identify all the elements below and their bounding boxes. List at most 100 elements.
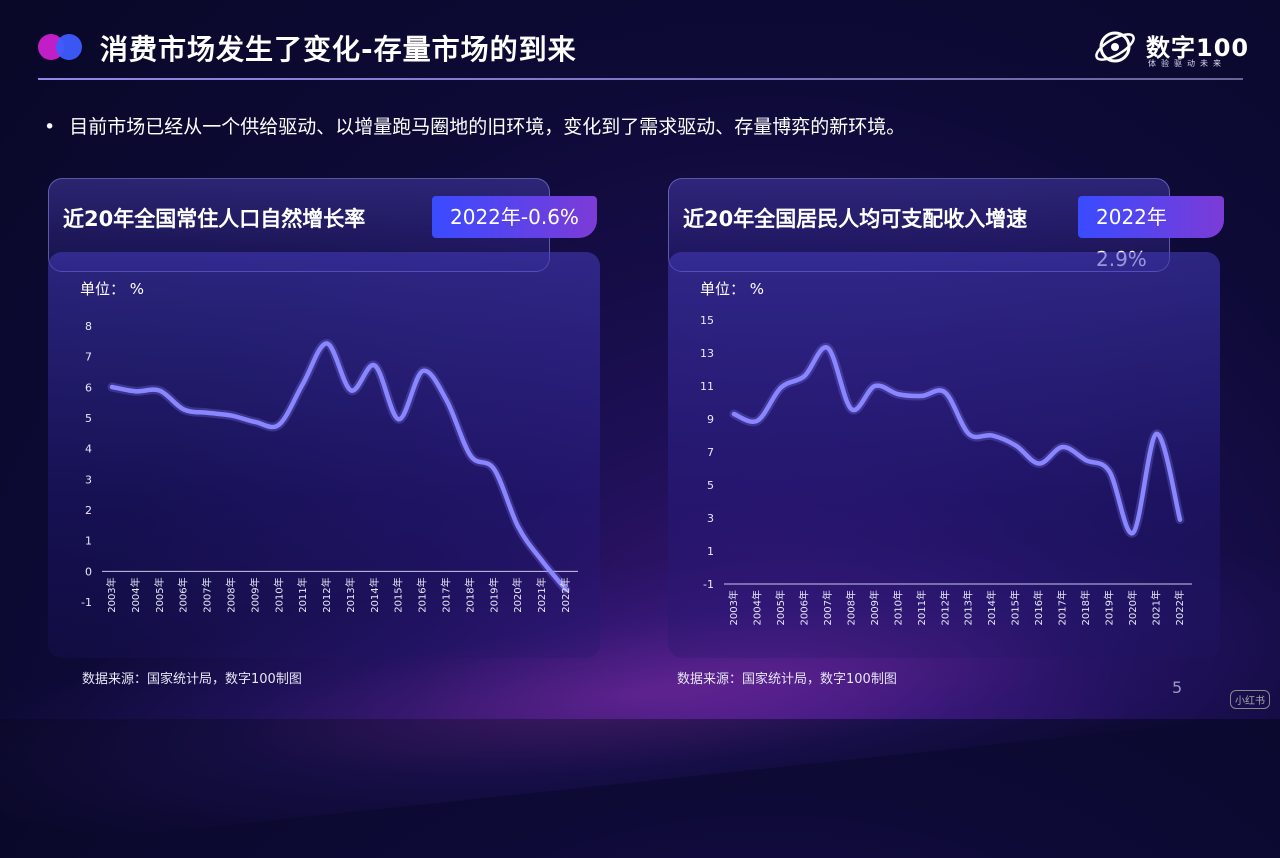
data-point [826,346,830,350]
data-point [492,468,496,472]
data-point [445,398,449,402]
x-tick-label: 2021年 [1150,590,1163,625]
y-tick-label: 6 [85,381,92,394]
y-tick-label: 7 [85,351,92,364]
logo-dots-icon [38,34,84,60]
x-tick-label: 2003年 [105,577,118,612]
x-tick-label: 2017年 [440,577,453,612]
series-line [731,345,1183,536]
y-tick-label: 8 [85,320,92,333]
y-tick-label: 13 [700,347,714,360]
x-tick-label: 2007年 [201,577,214,612]
data-point [468,453,472,457]
highlight-badge: 2022年-0.6% [432,196,597,238]
data-point [397,417,401,421]
data-point [516,525,520,529]
x-tick-label: 2005年 [774,590,787,625]
data-point [301,381,305,385]
series-line [109,341,569,592]
x-tick-label: 2006年 [177,577,190,612]
data-point [277,422,281,426]
unit-label: 单位： % [80,280,145,298]
data-source-right: 数据来源：国家统计局，数字100制图 [677,672,897,687]
data-point [967,432,971,436]
y-tick-label: 2 [85,504,92,517]
data-point [1131,531,1135,535]
y-tick-label: -1 [703,578,714,591]
x-tick-label: 2012年 [320,577,333,612]
x-tick-label: 2007年 [821,590,834,625]
data-point [182,407,186,411]
chart-title: 近20年全国居民人均可支配收入增速 [683,207,1028,231]
data-point [134,389,138,393]
brand-tagline: 体验驱动未来 [1148,59,1226,68]
y-tick-label: 7 [707,446,714,459]
x-tick-label: 2022年 [559,577,572,612]
data-point [755,419,759,423]
y-tick-label: 1 [85,535,92,548]
data-point [802,374,806,378]
data-point [373,364,377,368]
data-point [1014,443,1018,447]
y-tick-label: 4 [85,443,92,456]
x-tick-label: 2015年 [392,577,405,612]
x-tick-label: 2016年 [1032,590,1045,625]
x-tick-label: 2017年 [1056,590,1069,625]
header: 消费市场发生了变化-存量市场的到来 数字100 体验驱动未来 [0,0,1280,80]
data-point [920,394,924,398]
x-tick-label: 2008年 [224,577,237,612]
header-divider [38,78,1243,80]
watermark: 小红书 [1230,690,1270,709]
population-chart-panel: 近20年全国常住人口自然增长率 2022年-0.6% 单位： % -1 0 1 2 3 4… [48,178,604,658]
x-tick-label: 2014年 [368,577,381,612]
data-point [1061,445,1065,449]
x-tick-label: 2013年 [344,577,357,612]
x-tick-label: 2011年 [915,590,928,625]
x-tick-label: 2022年 [1173,590,1186,625]
bullet-point: • 目前市场已经从一个供给驱动、以增量跑马圈地的旧环境，变化到了需求驱动、存量博弈… [44,112,905,139]
chart-title: 近20年全国常住人口自然增长率 [63,207,366,231]
data-point [779,386,783,390]
data-point [1108,470,1112,474]
x-tick-label: 2013年 [962,590,975,625]
data-point [540,559,544,563]
unit-label: 单位： % [700,280,765,298]
chart-card: 单位： % -1 0 1 2 3 4 5 6 7 8 2003年 2004年 2005年 2006年 200… [48,252,600,658]
x-tick-label: 2014年 [985,590,998,625]
data-point [943,391,947,395]
brand-logo: 数字100 体验驱动未来 [1092,24,1252,70]
x-tick-label: 2021年 [535,577,548,612]
series-line-glow [729,342,1185,538]
population-growth-chart: -1 0 1 2 3 4 5 6 7 8 2003年 2004年 2005年 2006年 2007年 2008… [81,320,578,613]
data-point [349,388,353,392]
x-tick-label: 2003年 [727,590,740,625]
data-point [732,412,736,416]
x-tick-label: 2010年 [891,590,904,625]
x-tick-label: 2011年 [296,577,309,612]
data-point [158,389,162,393]
y-tick-label: 9 [707,413,714,426]
data-point [253,420,257,424]
data-point [110,385,114,389]
x-tick-label: 2020年 [511,577,524,612]
y-tick-label: 3 [85,473,92,486]
data-point [421,369,425,373]
series-line-glow [107,339,571,595]
x-tick-label: 2018年 [463,577,476,612]
brand-name: 数字100 [1146,34,1250,62]
data-point [229,414,233,418]
x-tick-label: 2012年 [938,590,951,625]
y-tick-label: 3 [707,512,714,525]
data-point [1084,458,1088,462]
x-tick-label: 2004年 [129,577,142,612]
highlight-badge: 2022年2.9% [1078,196,1224,271]
data-point [1037,462,1041,466]
y-tick-label: 15 [700,314,714,327]
page-title: 消费市场发生了变化-存量市场的到来 [100,33,577,66]
page-number: 5 [1172,678,1183,697]
x-tick-label: 2006年 [797,590,810,625]
data-point [1155,432,1159,436]
data-point [1178,518,1182,522]
data-point [206,411,210,415]
